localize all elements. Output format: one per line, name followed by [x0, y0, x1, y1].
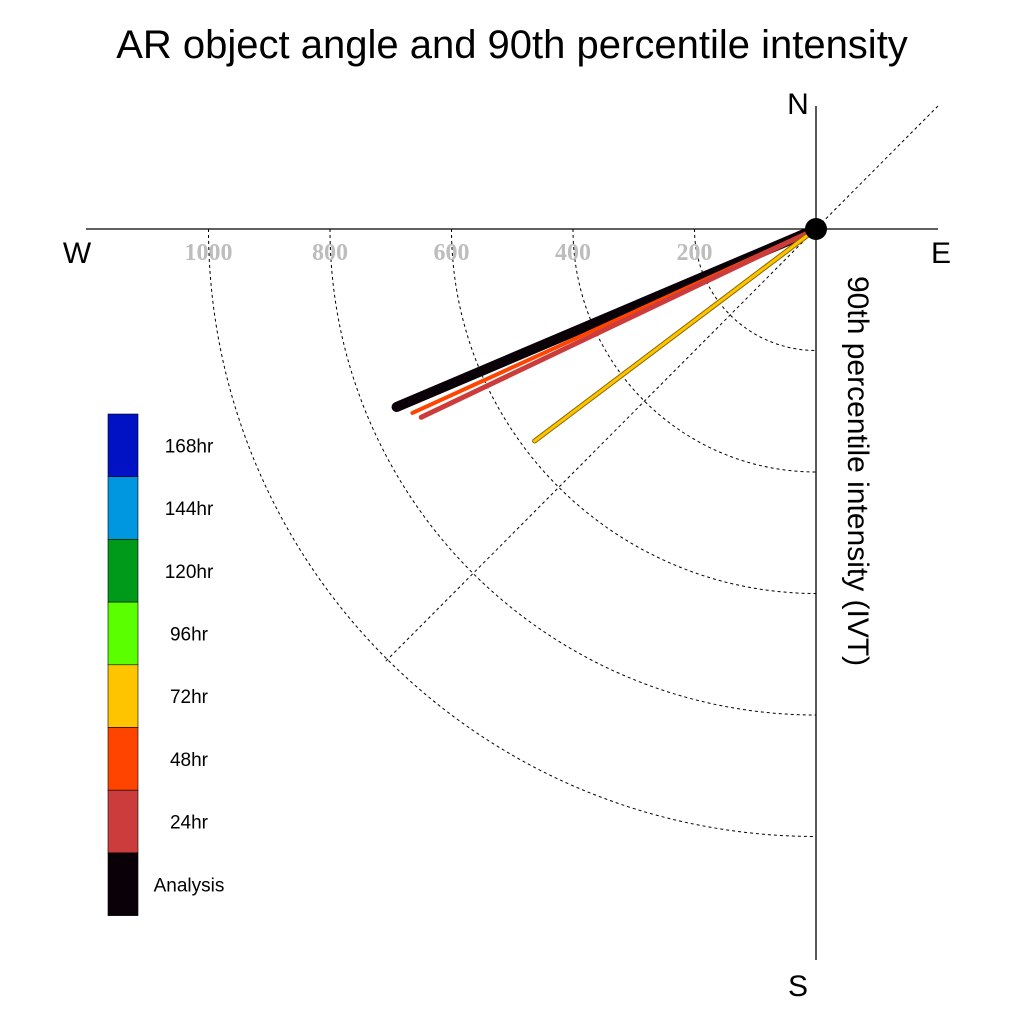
radial-tick-label: 1000 — [185, 240, 233, 266]
chart-title: AR object angle and 90th percentile inte… — [116, 23, 908, 67]
range-ring-400 — [572, 228, 817, 473]
radial-tick-label: 200 — [677, 240, 713, 266]
legend-label-168hr: 168hr — [165, 436, 214, 457]
compass-east: E — [931, 237, 951, 270]
legend-swatch-120hr — [107, 539, 139, 603]
range-ring-200 — [694, 228, 817, 351]
legend-swatch-144hr — [107, 476, 139, 540]
legend: 168hr 144hr 120hr 96hr 72hr 48hr 24hr Analysis — [107, 413, 225, 916]
range-ring-600 — [451, 228, 817, 594]
legend-swatch-72hr — [107, 664, 139, 728]
radial-tick-label: 600 — [434, 240, 470, 266]
legend-label-24hr: 24hr — [170, 813, 209, 834]
intensity-vectors — [391, 224, 821, 444]
diagonal-reference-line — [384, 105, 939, 663]
range-ring-1000 — [208, 228, 817, 837]
legend-label-96hr: 96hr — [170, 624, 209, 645]
polar-grid — [208, 228, 817, 837]
legend-label-analysis: Analysis — [154, 875, 225, 896]
radial-tick-labels: 200 400 600 800 1000 — [185, 240, 713, 266]
radial-tick-label: 400 — [555, 240, 591, 266]
y-axis-label: 90th percentile intensity (IVT) — [841, 276, 874, 666]
vector-24hr — [418, 226, 819, 420]
compass-north: N — [787, 88, 809, 121]
legend-swatch-168hr — [107, 413, 139, 478]
legend-label-48hr: 48hr — [170, 750, 209, 771]
vector-72hr — [533, 227, 818, 443]
legend-label-120hr: 120hr — [165, 562, 214, 583]
compass-west: W — [63, 237, 92, 270]
compass-south: S — [788, 970, 808, 1003]
legend-label-72hr: 72hr — [170, 687, 209, 708]
radial-tick-label: 800 — [312, 240, 348, 266]
legend-label-144hr: 144hr — [165, 499, 214, 520]
origin-marker — [805, 218, 827, 240]
legend-swatch-96hr — [107, 601, 139, 666]
legend-swatch-24hr — [107, 789, 139, 854]
legend-swatch-analysis — [107, 852, 139, 916]
range-ring-800 — [329, 228, 817, 716]
legend-swatch-48hr — [107, 727, 139, 791]
